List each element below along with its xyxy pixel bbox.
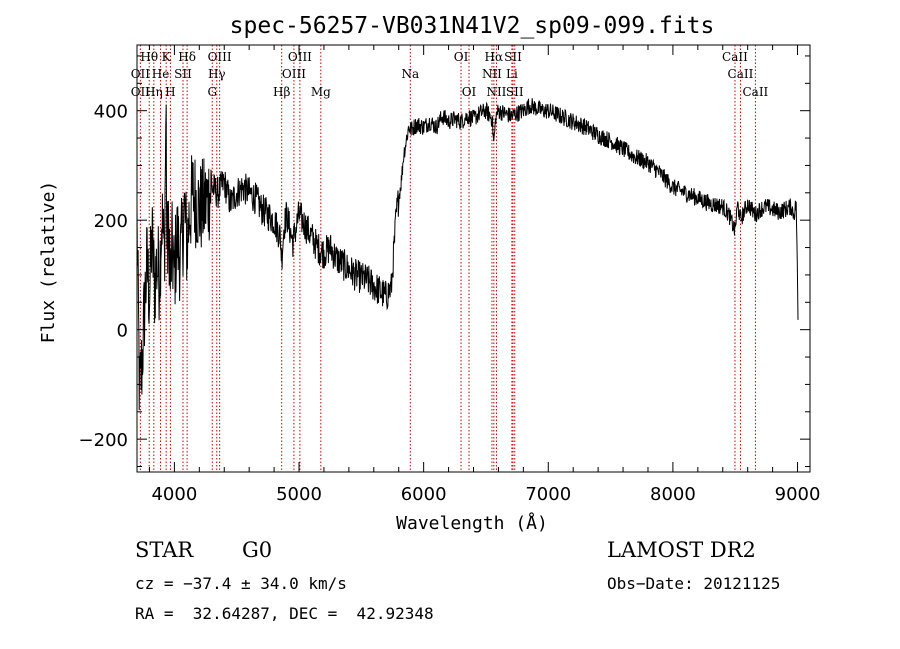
y-tick-label: 0: [117, 321, 128, 342]
line-label-26: SII: [506, 85, 524, 99]
line-label-25: NII: [486, 85, 506, 99]
line-label-2: Hδ: [178, 50, 196, 64]
line-label-22: Hβ: [273, 85, 290, 99]
redshift-readout: cz = −37.4 ± 34.0 km/s: [135, 574, 347, 593]
spectrum-line: [136, 98, 799, 411]
spectrum-series: [136, 98, 799, 411]
x-tick-label: 6000: [401, 484, 447, 505]
line-label-18: OII: [131, 85, 151, 99]
line-label-12: Hγ: [208, 67, 226, 81]
line-label-4: OIII: [288, 50, 312, 64]
obs-date: Obs−Date: 20121125: [607, 574, 781, 593]
line-label-23: Mg: [311, 85, 331, 99]
line-label-27: CaII: [742, 85, 768, 99]
line-label-17: CaII: [728, 67, 754, 81]
y-tick-label: 200: [94, 211, 128, 232]
line-label-7: SII: [504, 50, 522, 64]
line-label-5: OI: [454, 50, 469, 64]
survey-name: LAMOST DR2: [607, 538, 756, 562]
line-label-8: CaII: [722, 50, 748, 64]
x-tick-label: 4000: [151, 484, 197, 505]
x-tick-label: 8000: [650, 484, 696, 505]
line-label-21: G: [207, 85, 217, 99]
line-label-20: H: [165, 85, 175, 99]
object-class: STAR: [135, 538, 194, 562]
x-axis-label: Wavelength (Å): [396, 512, 548, 534]
line-label-10: He: [152, 67, 170, 81]
y-axis-label: Flux (relative): [38, 181, 59, 344]
line-label-24: OI: [462, 85, 477, 99]
line-label-0: Hθ: [140, 50, 158, 64]
axis-ticks: 4000 5000 6000 7000 8000 9000 −200 0 200 400: [79, 45, 821, 505]
plot-frame: [136, 44, 811, 473]
line-label-1: K: [162, 50, 172, 64]
line-label-9: OII: [131, 67, 151, 81]
x-tick-label: 7000: [525, 484, 571, 505]
line-label-13: OIII: [282, 67, 306, 81]
line-label-15: NII: [482, 67, 502, 81]
x-tick-label: 5000: [276, 484, 322, 505]
object-subclass: G0: [242, 538, 273, 562]
spectrum-chart: spec-56257-VB031N41V2_sp09-099.fits 4000…: [38, 13, 821, 534]
y-tick-label: −200: [79, 430, 128, 451]
line-label-16: Li: [506, 67, 518, 81]
x-tick-label: 9000: [775, 484, 821, 505]
line-label-19: Hη: [145, 85, 163, 99]
line-label-6: Hα: [485, 50, 504, 64]
y-tick-label: 400: [94, 102, 128, 123]
line-label-3: OIII: [208, 50, 232, 64]
line-label-11: SII: [174, 67, 192, 81]
line-label-14: Na: [401, 67, 419, 81]
chart-title: spec-56257-VB031N41V2_sp09-099.fits: [230, 13, 715, 39]
coordinates: RA = 32.64287, DEC = 42.92348: [135, 604, 434, 623]
emission-line-markers: [139, 45, 756, 472]
